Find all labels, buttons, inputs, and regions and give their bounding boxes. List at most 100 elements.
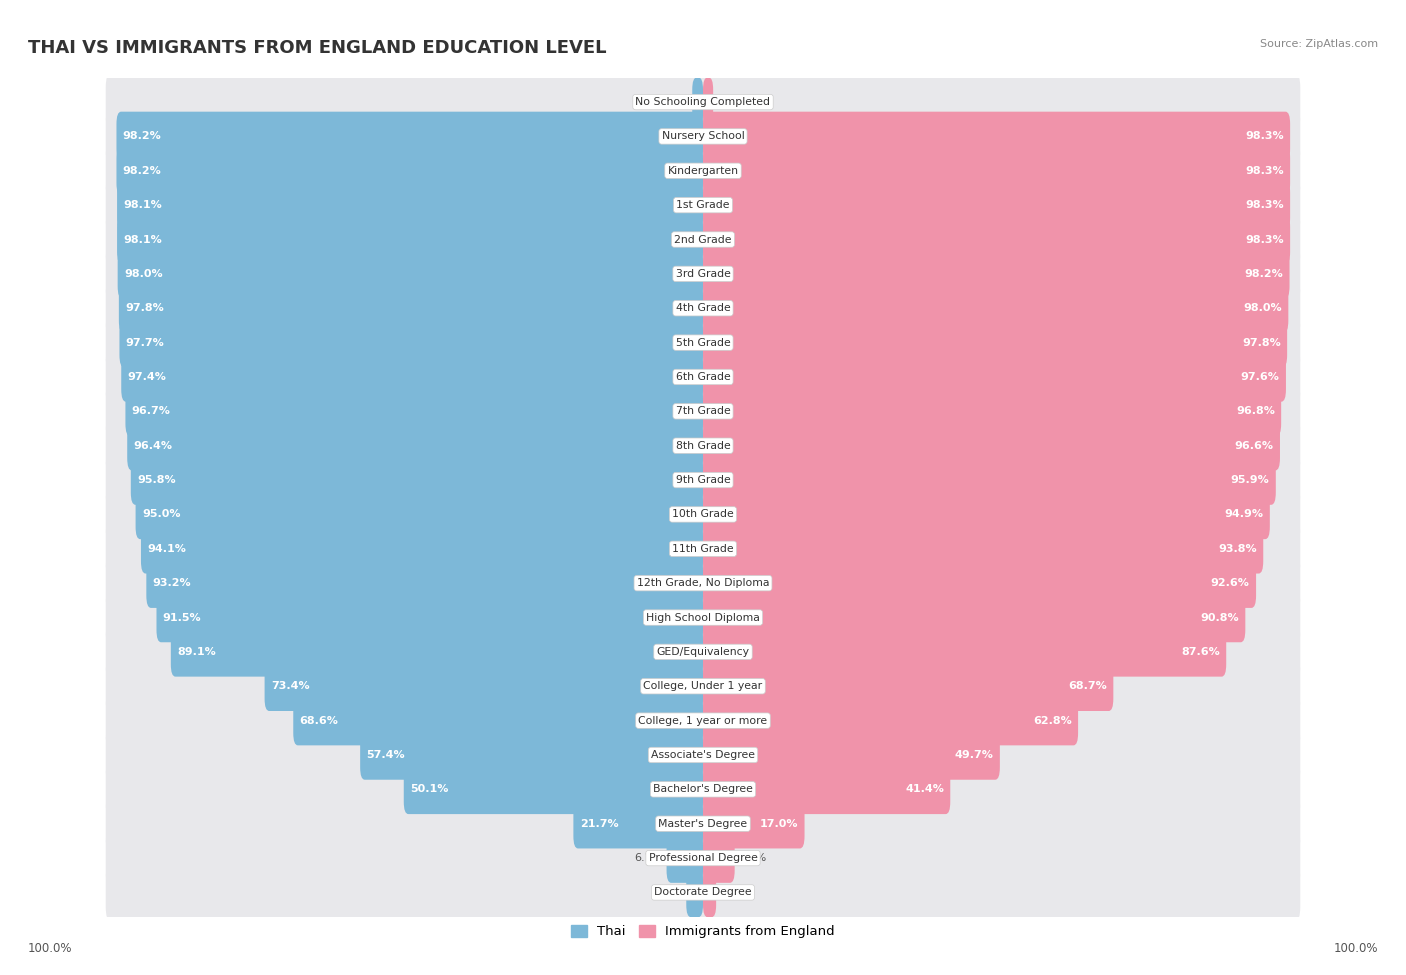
FancyBboxPatch shape: [703, 799, 804, 848]
FancyBboxPatch shape: [105, 829, 1301, 887]
FancyBboxPatch shape: [120, 318, 703, 368]
FancyBboxPatch shape: [156, 593, 703, 643]
Text: 90.8%: 90.8%: [1201, 612, 1239, 622]
Text: 2nd Grade: 2nd Grade: [675, 235, 731, 245]
FancyBboxPatch shape: [666, 834, 703, 882]
Text: 98.3%: 98.3%: [1246, 166, 1284, 175]
Text: 98.0%: 98.0%: [1243, 303, 1282, 313]
FancyBboxPatch shape: [703, 112, 1291, 161]
Text: Master's Degree: Master's Degree: [658, 819, 748, 829]
Text: 9th Grade: 9th Grade: [676, 475, 730, 486]
FancyBboxPatch shape: [105, 107, 1301, 166]
Text: 2.2%: 2.2%: [720, 887, 748, 897]
Text: 98.3%: 98.3%: [1246, 200, 1284, 211]
Text: 73.4%: 73.4%: [271, 682, 309, 691]
FancyBboxPatch shape: [703, 764, 950, 814]
FancyBboxPatch shape: [703, 627, 1226, 677]
FancyBboxPatch shape: [703, 868, 716, 917]
FancyBboxPatch shape: [105, 211, 1301, 268]
FancyBboxPatch shape: [118, 250, 703, 298]
Text: 92.6%: 92.6%: [1211, 578, 1250, 588]
Text: 95.9%: 95.9%: [1230, 475, 1270, 486]
FancyBboxPatch shape: [105, 451, 1301, 509]
FancyBboxPatch shape: [703, 559, 1256, 607]
Legend: Thai, Immigrants from England: Thai, Immigrants from England: [565, 919, 841, 944]
FancyBboxPatch shape: [105, 73, 1301, 131]
FancyBboxPatch shape: [105, 486, 1301, 543]
Text: 91.5%: 91.5%: [163, 612, 201, 622]
Text: Professional Degree: Professional Degree: [648, 853, 758, 863]
FancyBboxPatch shape: [703, 146, 1291, 196]
Text: Source: ZipAtlas.com: Source: ZipAtlas.com: [1260, 39, 1378, 49]
FancyBboxPatch shape: [117, 112, 703, 161]
Text: 87.6%: 87.6%: [1181, 646, 1220, 657]
Text: 98.0%: 98.0%: [124, 269, 163, 279]
FancyBboxPatch shape: [703, 180, 1291, 230]
Text: 98.1%: 98.1%: [124, 235, 162, 245]
Text: No Schooling Completed: No Schooling Completed: [636, 98, 770, 107]
Text: GED/Equivalency: GED/Equivalency: [657, 646, 749, 657]
Text: 98.3%: 98.3%: [1246, 235, 1284, 245]
Text: 68.6%: 68.6%: [299, 716, 339, 725]
FancyBboxPatch shape: [125, 387, 703, 436]
FancyBboxPatch shape: [121, 352, 703, 402]
FancyBboxPatch shape: [105, 864, 1301, 921]
FancyBboxPatch shape: [703, 250, 1289, 298]
FancyBboxPatch shape: [105, 382, 1301, 440]
FancyBboxPatch shape: [105, 176, 1301, 234]
FancyBboxPatch shape: [703, 318, 1286, 368]
FancyBboxPatch shape: [117, 146, 703, 196]
FancyBboxPatch shape: [703, 593, 1246, 643]
FancyBboxPatch shape: [703, 730, 1000, 780]
Text: 97.7%: 97.7%: [125, 337, 165, 348]
Text: 10th Grade: 10th Grade: [672, 509, 734, 520]
FancyBboxPatch shape: [127, 421, 703, 471]
Text: Kindergarten: Kindergarten: [668, 166, 738, 175]
Text: 97.8%: 97.8%: [125, 303, 165, 313]
FancyBboxPatch shape: [105, 555, 1301, 612]
FancyBboxPatch shape: [117, 214, 703, 264]
Text: 96.4%: 96.4%: [134, 441, 173, 450]
FancyBboxPatch shape: [574, 799, 703, 848]
FancyBboxPatch shape: [141, 524, 703, 573]
FancyBboxPatch shape: [686, 868, 703, 917]
Text: College, 1 year or more: College, 1 year or more: [638, 716, 768, 725]
FancyBboxPatch shape: [170, 627, 703, 677]
Text: 68.7%: 68.7%: [1069, 682, 1107, 691]
FancyBboxPatch shape: [294, 696, 703, 745]
Text: 5.3%: 5.3%: [738, 853, 766, 863]
FancyBboxPatch shape: [703, 421, 1279, 471]
FancyBboxPatch shape: [135, 489, 703, 539]
FancyBboxPatch shape: [105, 589, 1301, 646]
FancyBboxPatch shape: [264, 661, 703, 711]
Text: 41.4%: 41.4%: [905, 784, 943, 795]
Text: 7th Grade: 7th Grade: [676, 407, 730, 416]
Text: 5th Grade: 5th Grade: [676, 337, 730, 348]
Text: 98.1%: 98.1%: [124, 200, 162, 211]
Text: 57.4%: 57.4%: [367, 750, 405, 760]
FancyBboxPatch shape: [105, 280, 1301, 337]
FancyBboxPatch shape: [703, 834, 735, 882]
FancyBboxPatch shape: [105, 417, 1301, 475]
FancyBboxPatch shape: [692, 77, 703, 127]
FancyBboxPatch shape: [105, 691, 1301, 750]
Text: 94.9%: 94.9%: [1225, 509, 1264, 520]
FancyBboxPatch shape: [131, 455, 703, 505]
Text: 49.7%: 49.7%: [955, 750, 994, 760]
Text: Doctorate Degree: Doctorate Degree: [654, 887, 752, 897]
FancyBboxPatch shape: [703, 455, 1275, 505]
Text: THAI VS IMMIGRANTS FROM ENGLAND EDUCATION LEVEL: THAI VS IMMIGRANTS FROM ENGLAND EDUCATIO…: [28, 39, 606, 57]
FancyBboxPatch shape: [703, 696, 1078, 745]
Text: 62.8%: 62.8%: [1033, 716, 1071, 725]
FancyBboxPatch shape: [703, 352, 1286, 402]
Text: 98.2%: 98.2%: [122, 132, 162, 141]
Text: 97.8%: 97.8%: [1241, 337, 1281, 348]
FancyBboxPatch shape: [360, 730, 703, 780]
FancyBboxPatch shape: [105, 726, 1301, 784]
FancyBboxPatch shape: [703, 214, 1291, 264]
Text: 97.6%: 97.6%: [1240, 372, 1279, 382]
Text: 93.2%: 93.2%: [153, 578, 191, 588]
Text: 100.0%: 100.0%: [1333, 943, 1378, 956]
FancyBboxPatch shape: [703, 387, 1281, 436]
FancyBboxPatch shape: [146, 559, 703, 607]
